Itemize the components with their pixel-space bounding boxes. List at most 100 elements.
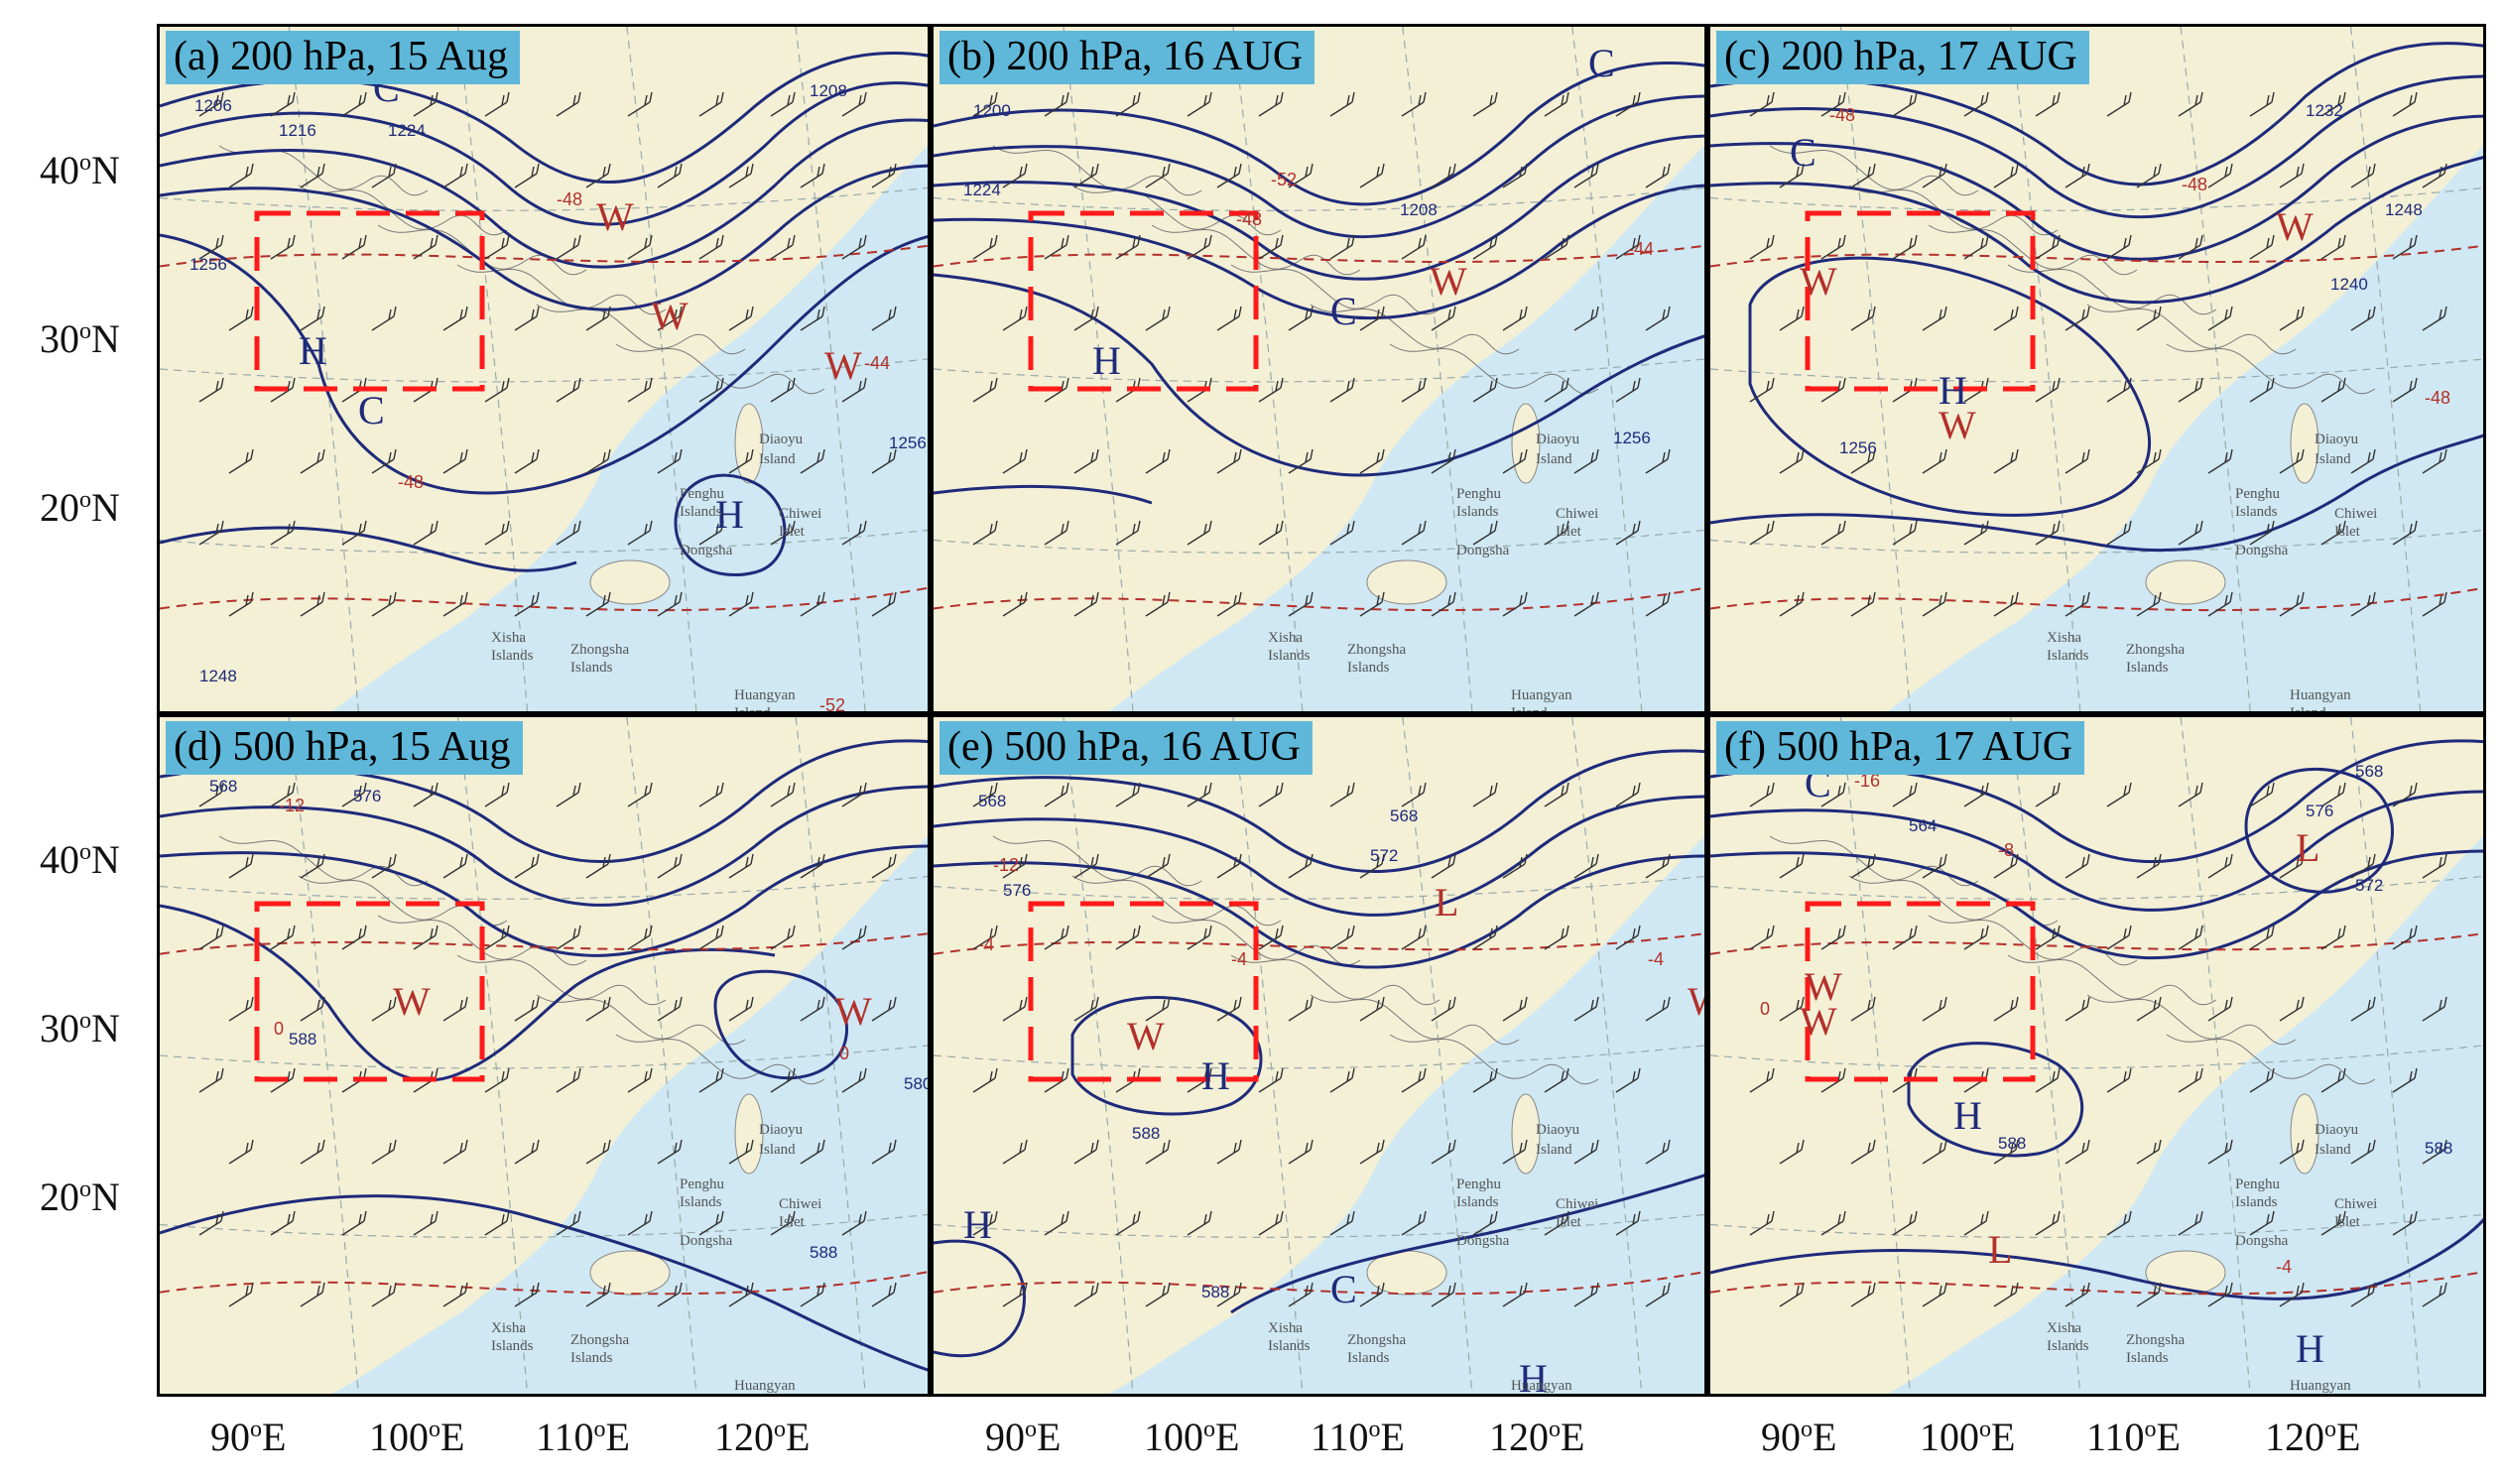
wind-barb xyxy=(514,591,540,617)
place-label: Penghu xyxy=(680,486,725,502)
wind-barb xyxy=(1329,91,1355,117)
wind-barb xyxy=(728,1282,754,1307)
wind-barb xyxy=(2422,306,2447,331)
wind-barb xyxy=(2279,591,2305,617)
geopotential-contour xyxy=(160,844,928,957)
geopotential-contour xyxy=(1710,156,2483,305)
place-label: Diaoyu xyxy=(1536,432,1580,447)
wind-barb xyxy=(2392,91,2418,117)
wind-barb xyxy=(1044,377,1069,403)
system-label-c: C xyxy=(1330,1267,1357,1311)
wind-barb xyxy=(442,853,468,879)
temperature-value-label: -48 xyxy=(557,189,582,209)
wind-barb xyxy=(698,925,724,950)
wind-barb xyxy=(2065,591,2090,617)
system-label-w: W xyxy=(651,294,689,338)
wind-barb xyxy=(1749,782,1775,807)
wind-barb xyxy=(484,520,510,546)
border-line xyxy=(2166,343,2376,395)
temperature-value-label: -44 xyxy=(864,353,890,373)
wind-barb xyxy=(1401,377,1427,403)
wind-barb xyxy=(800,853,825,879)
wind-barb xyxy=(228,1139,254,1165)
wind-barb xyxy=(371,591,397,617)
contour-value-label: 580 xyxy=(904,1074,928,1093)
meridian-line xyxy=(456,717,529,1394)
wind-barb xyxy=(1401,1210,1427,1236)
wind-barb xyxy=(1073,163,1099,188)
analysis-box xyxy=(1805,210,2036,392)
wind-barb xyxy=(1002,306,1028,331)
contour-value-label: 588 xyxy=(810,1243,837,1262)
system-label-w: W xyxy=(1939,403,1976,447)
place-label: Chiwei xyxy=(1556,506,1598,522)
wind-barb xyxy=(270,91,296,117)
wind-barb xyxy=(1963,91,1989,117)
wind-barb xyxy=(198,925,224,950)
wind-barb xyxy=(484,234,510,260)
place-label: Islands xyxy=(2235,1194,2278,1210)
contour-value-label: 1248 xyxy=(2385,200,2423,219)
wind-barb xyxy=(270,377,296,403)
wind-barb xyxy=(1258,520,1284,546)
contour-value-label: 1208 xyxy=(810,81,847,100)
wind-barb xyxy=(698,1210,724,1236)
wind-barb xyxy=(2035,782,2061,807)
geopotential-contour xyxy=(934,749,1704,873)
wind-barb xyxy=(1044,1210,1069,1236)
border-line xyxy=(1928,915,2138,966)
meridian-line xyxy=(626,717,697,1394)
wind-barb xyxy=(627,925,653,950)
wind-barb xyxy=(871,448,897,474)
place-label: Islands xyxy=(1347,1350,1390,1366)
meridian-line xyxy=(1063,717,1134,1394)
wind-barb xyxy=(1615,91,1641,117)
place-label: Islands xyxy=(2235,504,2278,520)
border-line xyxy=(2086,304,2297,355)
meridian-line xyxy=(2010,27,2081,711)
system-label-l: L xyxy=(2296,825,2319,870)
wind-barb xyxy=(1993,996,2019,1022)
wind-barb xyxy=(1359,1282,1385,1307)
system-label-c: C xyxy=(1330,289,1357,333)
wind-barb xyxy=(698,234,724,260)
wind-barb xyxy=(514,448,540,474)
wind-barb xyxy=(442,996,468,1022)
wind-barb xyxy=(2350,591,2376,617)
wind-barb xyxy=(1073,1282,1099,1307)
wind-barb xyxy=(728,448,754,474)
wind-barb xyxy=(1044,234,1069,260)
meridian-line xyxy=(1402,717,1473,1394)
place-label: Islet xyxy=(1556,1214,1582,1230)
system-label-h: H xyxy=(1953,1093,1982,1138)
wind-barb xyxy=(627,91,653,117)
geopotential-contour xyxy=(1070,996,1263,1116)
place-label: Chiwei xyxy=(779,506,821,522)
wind-barb xyxy=(1779,448,1805,474)
analysis-box xyxy=(1805,901,2036,1082)
wind-barb xyxy=(2249,1067,2275,1093)
place-label: Islet xyxy=(2334,1214,2361,1230)
system-label-w: W xyxy=(1430,259,1467,304)
wind-barb xyxy=(2392,377,2418,403)
wind-barb xyxy=(1573,163,1599,188)
panel-title-b: (b) 200 hPa, 16 AUG xyxy=(939,31,1315,84)
geopotential-contour xyxy=(1230,1174,1704,1314)
wind-barb xyxy=(514,853,540,879)
wind-barb xyxy=(1544,520,1569,546)
wind-barb xyxy=(1216,591,1242,617)
wind-barb xyxy=(1002,1139,1028,1165)
wind-barb xyxy=(1963,1210,1989,1236)
wind-barb xyxy=(770,91,796,117)
temperature-value-label: -4 xyxy=(1231,949,1247,969)
wind-barb xyxy=(514,306,540,331)
wind-barb xyxy=(514,163,540,188)
wind-barb xyxy=(728,1139,754,1165)
system-label-w: W xyxy=(1688,979,1704,1024)
wind-barb xyxy=(1615,234,1641,260)
wind-barb xyxy=(1544,782,1569,807)
wind-barb xyxy=(442,448,468,474)
wind-barb xyxy=(1502,591,1528,617)
wind-barb xyxy=(2207,591,2233,617)
wind-barb xyxy=(585,448,611,474)
